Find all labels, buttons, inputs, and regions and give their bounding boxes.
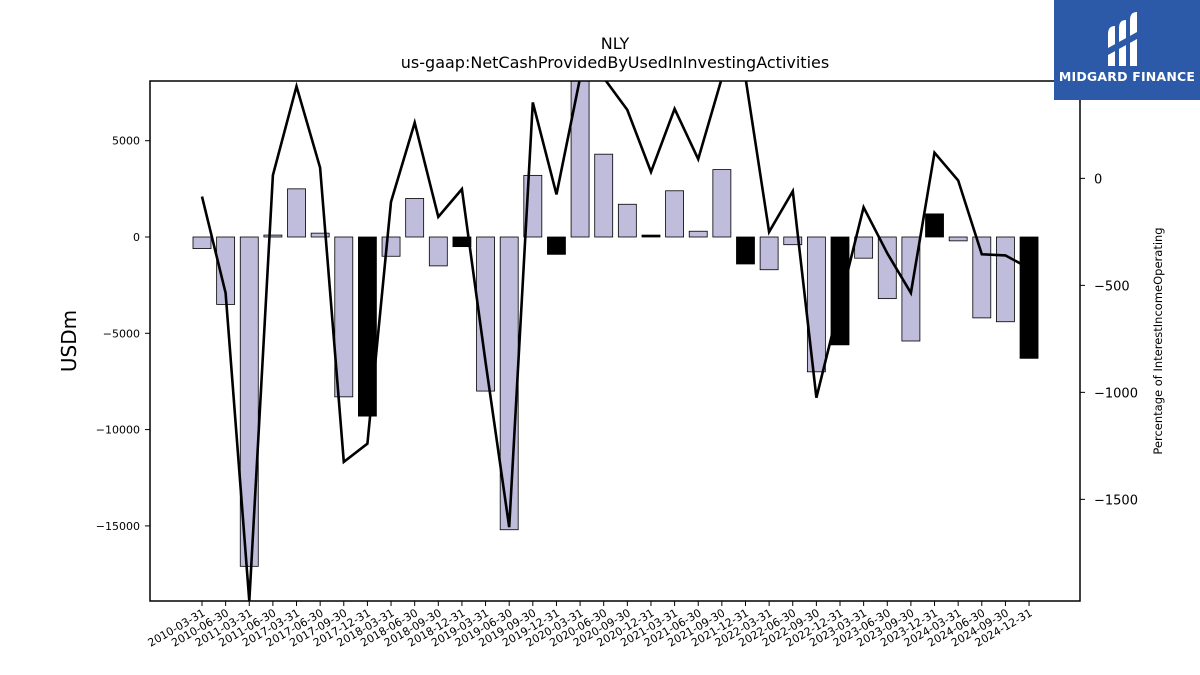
bar-2021-09-30	[712, 169, 732, 238]
bar-2020-12-31	[641, 234, 661, 238]
bar-2021-06-30	[688, 230, 708, 238]
chart-title: NLY	[601, 34, 630, 53]
y-tick-label: −5000	[103, 327, 140, 340]
bar-2024-06-30	[972, 236, 992, 319]
bar-2017-12-31	[358, 236, 377, 417]
y-tick-label: 5000	[112, 135, 140, 148]
brand-logo: MIDGARD FINANCE	[1054, 0, 1200, 100]
bar-2023-06-30	[877, 236, 897, 300]
bar-2023-03-31	[854, 236, 874, 259]
bar-2022-06-30	[783, 236, 803, 246]
bar-2019-03-31	[476, 236, 495, 392]
y2-tick-label: 0	[1094, 172, 1102, 187]
right-axis: 0 −500 −1000 −1500	[1080, 172, 1138, 508]
left-axis: 5000 0 −5000 −10000 −15000	[96, 135, 150, 533]
bar-2017-09-30	[334, 236, 354, 398]
bar-2021-12-31	[736, 236, 755, 265]
bar-2018-12-31	[452, 236, 472, 248]
chart-subtitle: us-gaap:NetCashProvidedByUsedInInvesting…	[401, 53, 829, 72]
bar-2019-12-31	[547, 236, 566, 255]
bar-2020-09-30	[617, 203, 637, 238]
bar-2022-09-30	[806, 236, 826, 373]
bar-2017-03-31	[287, 188, 306, 238]
plot-frame	[149, 80, 1081, 602]
bar-2018-09-30	[428, 236, 448, 267]
bar-2010-03-31	[192, 236, 212, 249]
bar-2011-03-31	[239, 236, 259, 567]
bar-2011-06-30	[263, 234, 283, 238]
bar-2021-03-31	[665, 190, 684, 238]
bar-2024-12-31	[1019, 236, 1039, 359]
bar-2020-03-31	[570, 81, 590, 238]
bar-2024-09-30	[996, 236, 1015, 323]
midgard-logo-icon	[1108, 12, 1137, 66]
y-tick-label: −15000	[96, 520, 140, 533]
y-axis-label: USDm	[57, 310, 81, 372]
brand-name: MIDGARD FINANCE	[1058, 69, 1196, 84]
bar-2018-06-30	[405, 198, 425, 238]
x-axis: 2010-03-312010-06-302011-03-312011-06-30…	[146, 601, 1035, 650]
y2-tick-label: −1500	[1094, 493, 1138, 508]
bar-2022-03-31	[759, 236, 779, 271]
bar-2020-06-30	[594, 153, 614, 238]
bar-2023-12-31	[925, 213, 944, 238]
line-series	[200, 81, 1030, 601]
bar-series	[192, 81, 1039, 567]
y2-tick-label: −1000	[1094, 386, 1138, 401]
y2-tick-label: −500	[1094, 279, 1130, 294]
y-tick-label: 0	[133, 231, 140, 244]
bar-2024-03-31	[948, 236, 968, 242]
y-tick-label: −10000	[96, 424, 140, 437]
line-path	[200, 81, 1030, 601]
bar-2017-06-30	[310, 232, 330, 238]
y2-axis-label: Percentage of InterestIncomeOperating	[1151, 227, 1165, 454]
